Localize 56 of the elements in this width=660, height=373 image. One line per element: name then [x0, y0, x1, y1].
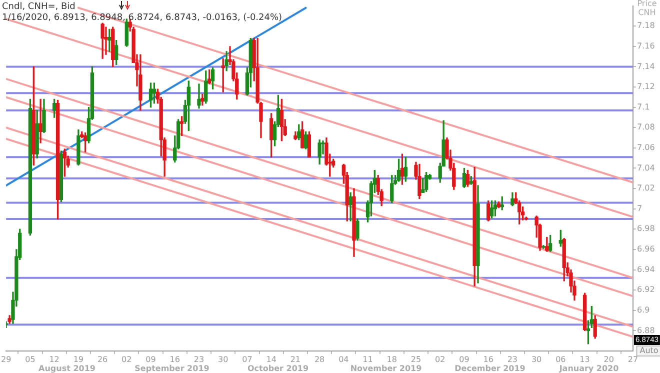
x-tick-label: 27 [628, 354, 638, 364]
x-tick-label: 13 [580, 354, 590, 364]
text: August 2019 [38, 364, 96, 373]
x-tick-label: 23 [507, 354, 518, 364]
text: October 2019 [247, 364, 309, 373]
candlestick [38, 98, 42, 144]
text: 1/16/2020, 6.8913, 6.8948, 6.8724, 6.8743, -0.0163, (-0.24%) [2, 12, 282, 23]
y-tick-label: 6.96 [637, 244, 655, 254]
y-tick-label: 6.98 [637, 224, 655, 234]
x-tick-label: 09 [459, 354, 470, 364]
x-tick-label: 21 [290, 354, 301, 364]
x-tick-label: 12 [49, 354, 60, 364]
y-tick-label: 7 [637, 204, 642, 213]
x-tick-label: 18 [386, 354, 397, 364]
x-tick-label: 09 [146, 354, 156, 364]
y-tick-label: 7.02 [637, 184, 655, 193]
candlestick [104, 26, 108, 55]
x-tick-label: 23 [194, 354, 204, 364]
x-tick-label: 16 [483, 354, 494, 364]
x-tick-label: 05 [25, 354, 36, 364]
x-tick-label: 26 [97, 354, 108, 364]
x-tick-label: 30 [531, 354, 542, 364]
y-tick-label: 7.14 [637, 62, 655, 71]
x-tick-label: 28 [314, 354, 325, 364]
x-tick-label: 07 [242, 354, 252, 364]
text: Auto [640, 346, 658, 356]
x-tick-label: 30 [218, 354, 228, 364]
y-tick-label: 6.94 [637, 264, 655, 274]
x-tick-label: 02 [435, 354, 446, 364]
x-tick-label: 04 [338, 354, 349, 364]
y-axis-title: Price CNH [637, 0, 657, 18]
chart-title: Cndl, CNH=, Bid [2, 2, 76, 12]
x-tick-label: 25 [410, 354, 422, 364]
text: November 2019 [350, 364, 422, 373]
y-tick-label: 7.1 [637, 102, 650, 112]
y-tick-label: 7.06 [637, 143, 655, 152]
x-tick-label: 29 [0, 354, 12, 364]
y-tick-label: 7.04 [637, 163, 655, 172]
x-tick-label: 14 [266, 354, 276, 364]
y-tick-label: 7.12 [637, 82, 655, 92]
x-tick-label: 06 [556, 354, 566, 364]
y-tick-label: 7.16 [637, 41, 655, 50]
y-tick-label: 7.18 [637, 21, 655, 30]
text: September 2019 [134, 364, 210, 373]
y-tick-label: 7.08 [637, 122, 655, 132]
x-tick-label: 16 [170, 354, 180, 364]
x-tick-label: 11 [362, 354, 373, 364]
x-tick-label: 19 [73, 354, 84, 364]
y-tick-label: 6.9 [637, 305, 650, 314]
x-tick-label: 02 [122, 354, 132, 364]
text: January 2020 [558, 364, 620, 373]
y-tick-label: 6.92 [637, 285, 655, 294]
x-tick-label: 20 [604, 354, 614, 364]
candlestick [108, 28, 112, 52]
text: December 2019 [454, 364, 526, 373]
y-tick-label: 6.88 [637, 326, 655, 335]
